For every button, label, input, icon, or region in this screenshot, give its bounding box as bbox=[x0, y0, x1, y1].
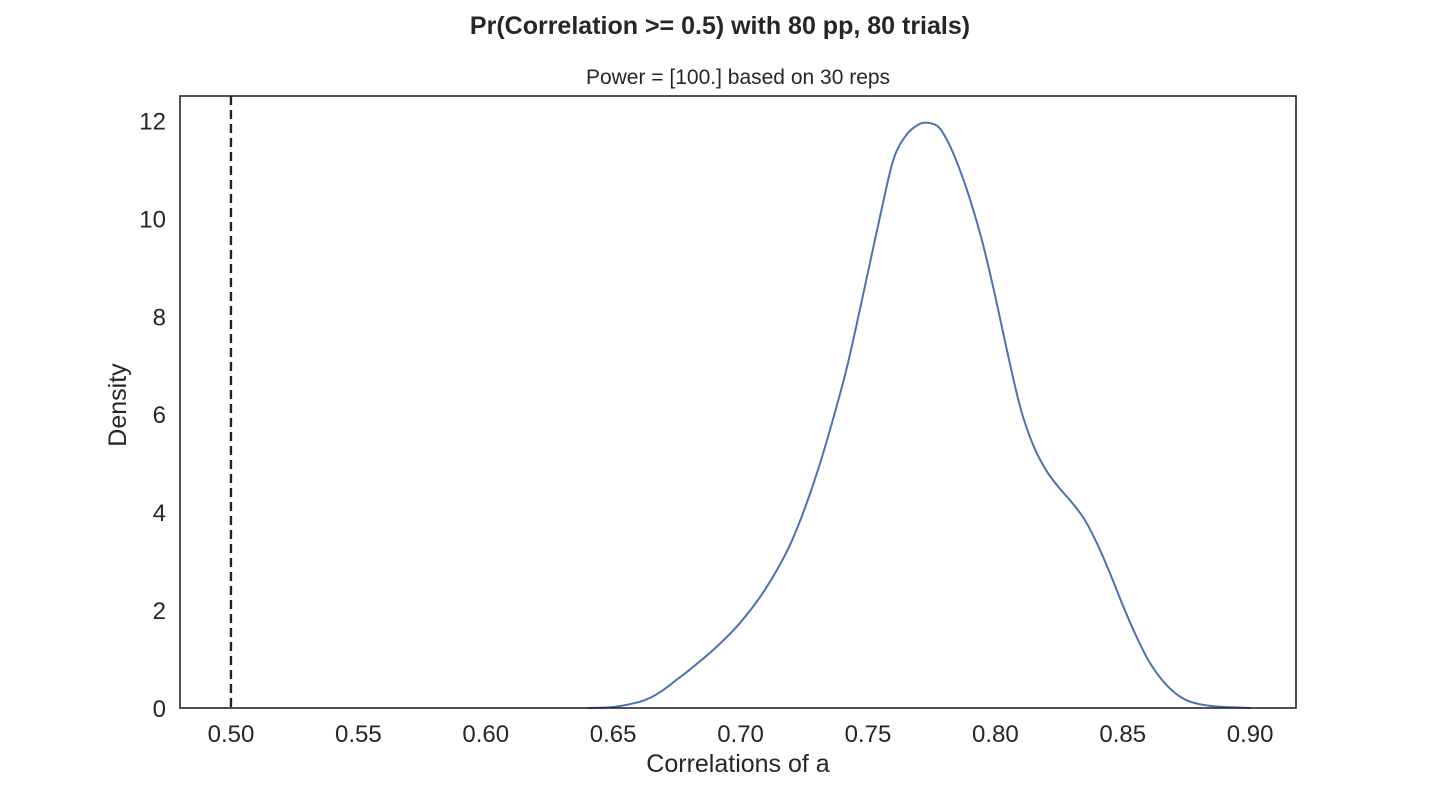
x-axis-ticks: 0.50 0.55 0.60 0.65 0.70 0.75 0.80 0.85 0.90 bbox=[208, 721, 1274, 748]
y-tick-label: 10 bbox=[139, 206, 166, 233]
plot-frame bbox=[179, 95, 1297, 709]
y-axis-ticks: 0 2 4 6 8 10 12 bbox=[139, 108, 166, 723]
y-tick-label: 12 bbox=[139, 108, 166, 135]
y-tick-label: 0 bbox=[153, 696, 166, 723]
x-tick-label: 0.75 bbox=[845, 721, 892, 748]
y-tick-label: 6 bbox=[153, 402, 166, 429]
x-tick-label: 0.55 bbox=[335, 721, 382, 748]
x-tick-label: 0.60 bbox=[462, 721, 509, 748]
y-tick-label: 8 bbox=[153, 304, 166, 331]
x-tick-label: 0.50 bbox=[208, 721, 255, 748]
y-tick-label: 2 bbox=[153, 598, 166, 625]
x-axis-label: Correlations of a bbox=[646, 750, 830, 778]
y-axis-label: Density bbox=[104, 363, 132, 447]
plot-marks bbox=[229, 96, 1251, 709]
x-tick-label: 0.80 bbox=[972, 721, 1019, 748]
x-tick-label: 0.85 bbox=[1099, 721, 1146, 748]
chart-title: Pr(Correlation >= 0.5) with 80 pp, 80 tr… bbox=[469, 12, 971, 40]
x-tick-label: 0.70 bbox=[717, 721, 764, 748]
x-tick-label: 0.65 bbox=[590, 721, 637, 748]
y-tick-label: 4 bbox=[153, 500, 166, 527]
density-curve bbox=[587, 121, 1251, 709]
x-tick-label: 0.90 bbox=[1227, 721, 1274, 748]
chart-subtitle: Power = [100.] based on 30 reps bbox=[585, 66, 891, 89]
